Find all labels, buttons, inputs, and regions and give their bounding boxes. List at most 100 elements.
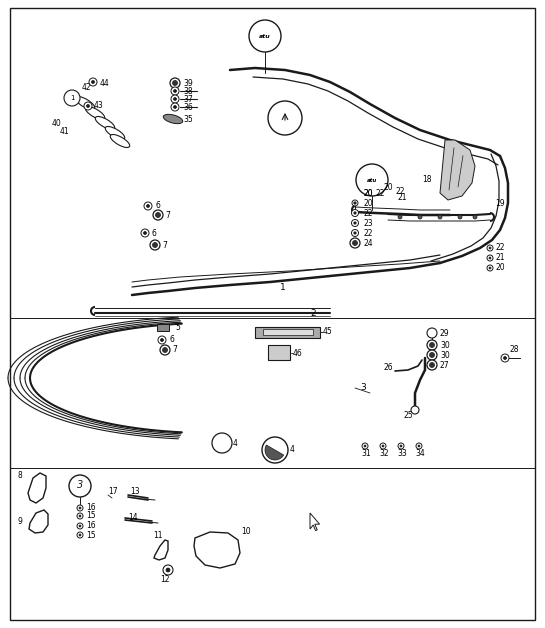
Circle shape [380, 443, 386, 449]
Circle shape [418, 445, 420, 447]
Circle shape [163, 565, 173, 575]
Text: 22: 22 [363, 229, 372, 237]
Text: atu: atu [367, 178, 377, 183]
Circle shape [364, 445, 366, 447]
Text: 22: 22 [376, 188, 385, 197]
Circle shape [147, 205, 149, 207]
Circle shape [155, 212, 160, 217]
Text: 4: 4 [233, 438, 238, 448]
Circle shape [398, 443, 404, 449]
Text: 18: 18 [422, 175, 432, 183]
Text: 7: 7 [165, 210, 170, 220]
Circle shape [162, 347, 167, 352]
Circle shape [353, 241, 358, 246]
Circle shape [429, 352, 434, 357]
Text: 3: 3 [360, 384, 366, 392]
Text: 22: 22 [363, 208, 372, 217]
Circle shape [69, 475, 91, 497]
Text: 43: 43 [94, 102, 104, 111]
Text: 40: 40 [52, 119, 62, 127]
Text: 45: 45 [323, 327, 333, 337]
Circle shape [427, 360, 437, 370]
Circle shape [249, 20, 281, 52]
Text: 20: 20 [496, 264, 506, 273]
Circle shape [153, 242, 158, 247]
Circle shape [79, 534, 81, 536]
Circle shape [89, 78, 97, 86]
Circle shape [429, 342, 434, 347]
Text: 25: 25 [403, 411, 413, 421]
Text: 36: 36 [183, 102, 193, 112]
Text: 30: 30 [440, 350, 450, 359]
Text: 5: 5 [175, 323, 180, 332]
Text: 35: 35 [183, 114, 193, 124]
Circle shape [144, 202, 152, 210]
Circle shape [160, 345, 170, 355]
Circle shape [487, 255, 493, 261]
Circle shape [84, 102, 92, 110]
Polygon shape [154, 540, 168, 560]
Circle shape [427, 350, 437, 360]
Text: 10: 10 [241, 526, 251, 536]
Circle shape [398, 215, 402, 219]
Circle shape [171, 103, 179, 111]
Text: 21: 21 [496, 254, 506, 263]
Circle shape [352, 229, 359, 237]
Polygon shape [28, 473, 46, 503]
Text: 38: 38 [183, 87, 192, 95]
Polygon shape [310, 513, 319, 531]
Circle shape [352, 200, 358, 206]
Circle shape [158, 336, 166, 344]
Text: 28: 28 [510, 345, 519, 354]
Circle shape [418, 215, 422, 219]
Circle shape [153, 210, 163, 220]
Text: 20: 20 [383, 183, 392, 193]
Circle shape [354, 232, 356, 234]
Text: 7: 7 [172, 345, 177, 354]
Circle shape [354, 212, 356, 214]
Circle shape [382, 445, 384, 447]
Text: 8: 8 [18, 470, 23, 480]
Circle shape [64, 90, 80, 106]
Text: 24: 24 [363, 239, 373, 247]
Circle shape [438, 215, 442, 219]
Text: 20: 20 [363, 198, 373, 207]
Text: 30: 30 [440, 340, 450, 350]
Ellipse shape [95, 117, 115, 129]
Circle shape [400, 445, 402, 447]
Text: 15: 15 [86, 531, 95, 539]
Circle shape [489, 247, 491, 249]
Text: 39: 39 [183, 78, 193, 87]
Text: 9: 9 [18, 516, 23, 526]
Bar [268, 345, 290, 360]
Text: 11: 11 [153, 531, 162, 541]
Text: 27: 27 [440, 360, 450, 369]
Text: 44: 44 [100, 78, 110, 87]
Circle shape [352, 220, 359, 227]
Wedge shape [265, 445, 283, 460]
Text: atu: atu [259, 33, 271, 38]
Polygon shape [194, 532, 240, 568]
Text: 7: 7 [162, 241, 167, 249]
Circle shape [79, 525, 81, 527]
Text: 23: 23 [363, 219, 373, 227]
Circle shape [171, 87, 179, 95]
Circle shape [489, 257, 491, 259]
Circle shape [141, 229, 149, 237]
Ellipse shape [164, 114, 183, 124]
Circle shape [77, 523, 83, 529]
Ellipse shape [110, 134, 130, 148]
Text: 34: 34 [415, 450, 425, 458]
Bar [263, 329, 313, 335]
Text: 33: 33 [397, 450, 407, 458]
Text: 6: 6 [155, 202, 160, 210]
Circle shape [427, 340, 437, 350]
Circle shape [458, 215, 462, 219]
Text: 14: 14 [128, 514, 138, 522]
Bar [157, 324, 169, 331]
Circle shape [362, 443, 368, 449]
Circle shape [352, 210, 359, 217]
Circle shape [166, 568, 170, 572]
Text: 42: 42 [82, 84, 92, 92]
Circle shape [473, 215, 477, 219]
